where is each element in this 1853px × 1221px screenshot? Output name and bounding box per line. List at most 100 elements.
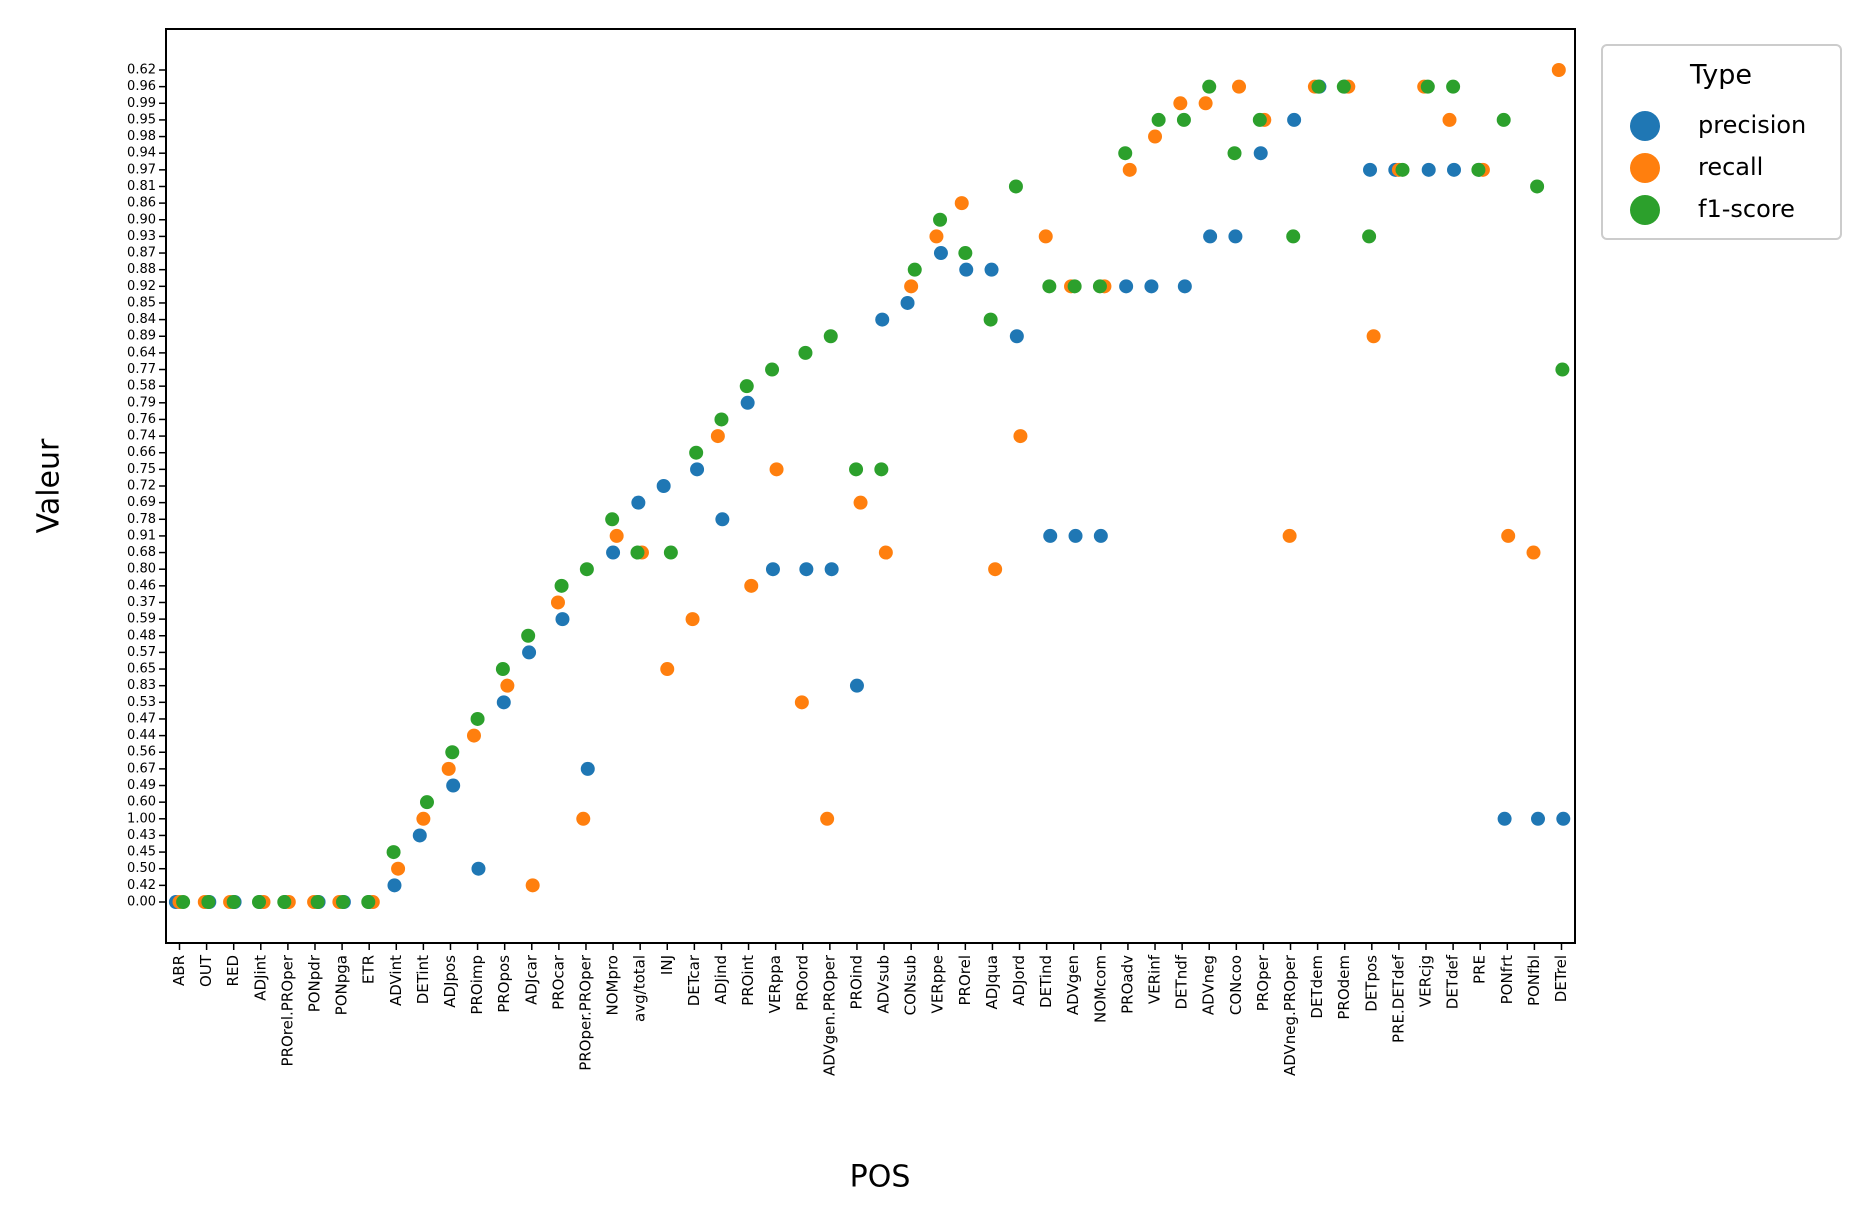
y-tick-label: 0.48 [127,628,156,643]
point [1253,146,1268,161]
point [988,562,1003,577]
x-tick-label: ADVneg [1200,955,1218,1015]
x-tick-label: ADVgen [1064,955,1082,1015]
point [1363,162,1378,177]
y-tick-label: 0.86 [127,196,156,211]
point [361,895,376,909]
point [606,545,621,560]
y-tick-label: 0.96 [127,79,156,94]
y-tick-label: 0.78 [127,512,156,527]
point [1198,96,1213,111]
x-tick-label: NOMcom [1091,955,1109,1023]
x-tick-label: VERppa [766,955,784,1013]
point [1203,229,1218,244]
point [656,479,671,493]
point [823,329,838,344]
point [1177,279,1192,294]
y-tick-label: 0.53 [127,695,156,710]
point [765,562,780,577]
x-tick-label: DETcar [685,954,703,1006]
y-tick-label: 0.67 [127,761,156,776]
x-tick-label: DETpos [1362,955,1380,1012]
point [959,262,974,277]
y-tick-label: 0.97 [127,162,156,177]
point [983,312,998,327]
point [550,595,565,610]
point [251,895,266,909]
y-tick-label: 0.47 [127,711,156,726]
point [471,861,486,876]
point [470,711,485,726]
point [1119,279,1134,294]
point [663,545,678,560]
point [1551,63,1566,77]
point [794,695,809,710]
x-tick-label: ADVgen.PROper [820,954,838,1076]
point [799,562,814,577]
y-axis-label: Valeur [32,438,67,533]
point [904,279,919,294]
point [690,462,705,477]
point [1202,79,1217,94]
point [1144,279,1159,294]
y-tick-label: 0.45 [127,845,156,860]
y-tick-label: 0.58 [127,379,156,394]
y-tick-label: 0.85 [127,295,156,310]
y-tick-label: 0.80 [127,562,156,577]
point [387,878,402,893]
point [820,811,835,826]
point [1446,79,1461,94]
x-tick-label: PRE [1471,955,1489,984]
x-tick-label: DETind [1037,955,1055,1008]
y-tick-label: 0.56 [127,745,156,760]
x-tick-label: PONpdr [305,954,323,1012]
x-tick-label: PROadv [1118,955,1136,1014]
point [1252,112,1267,127]
y-tick-label: 0.37 [127,595,156,610]
point [1228,229,1243,244]
point [1067,279,1082,294]
legend-marker [1630,111,1660,141]
point [744,578,759,593]
point [1530,179,1545,194]
x-tick-label: VERppe [929,955,947,1013]
y-tick-label: 0.74 [127,429,156,444]
point [1092,279,1107,294]
point [1311,79,1326,94]
x-tick-label: PROimp [468,955,486,1015]
x-tick-label: ADJint [251,955,269,1001]
point [446,778,461,793]
y-tick-label: 1.00 [127,811,156,826]
point [853,495,868,510]
y-tick-label: 0.75 [127,462,156,477]
point [1068,528,1083,543]
y-tick-label: 0.83 [127,678,156,693]
point [1038,229,1053,244]
point [929,229,944,244]
point [739,379,754,394]
y-tick-label: 0.94 [127,146,156,161]
point [1421,162,1436,177]
point [1555,362,1570,377]
x-tick-label: ADJord [1010,955,1028,1006]
point [500,678,515,693]
point [310,895,325,909]
point [849,678,864,693]
y-tick-label: 0.90 [127,212,156,227]
point [1009,329,1024,344]
legend-title: Type [1689,60,1752,91]
point [1531,811,1546,826]
point [1366,329,1381,344]
y-tick-label: 0.43 [127,828,156,843]
x-tick-label: PROpos [495,955,513,1013]
point [798,345,813,360]
point [900,295,915,310]
point [1282,528,1297,543]
point [875,312,890,327]
point [1447,162,1462,177]
x-tick-label: PRE.DETdef [1389,954,1407,1043]
point [958,246,973,261]
point [1013,429,1028,444]
